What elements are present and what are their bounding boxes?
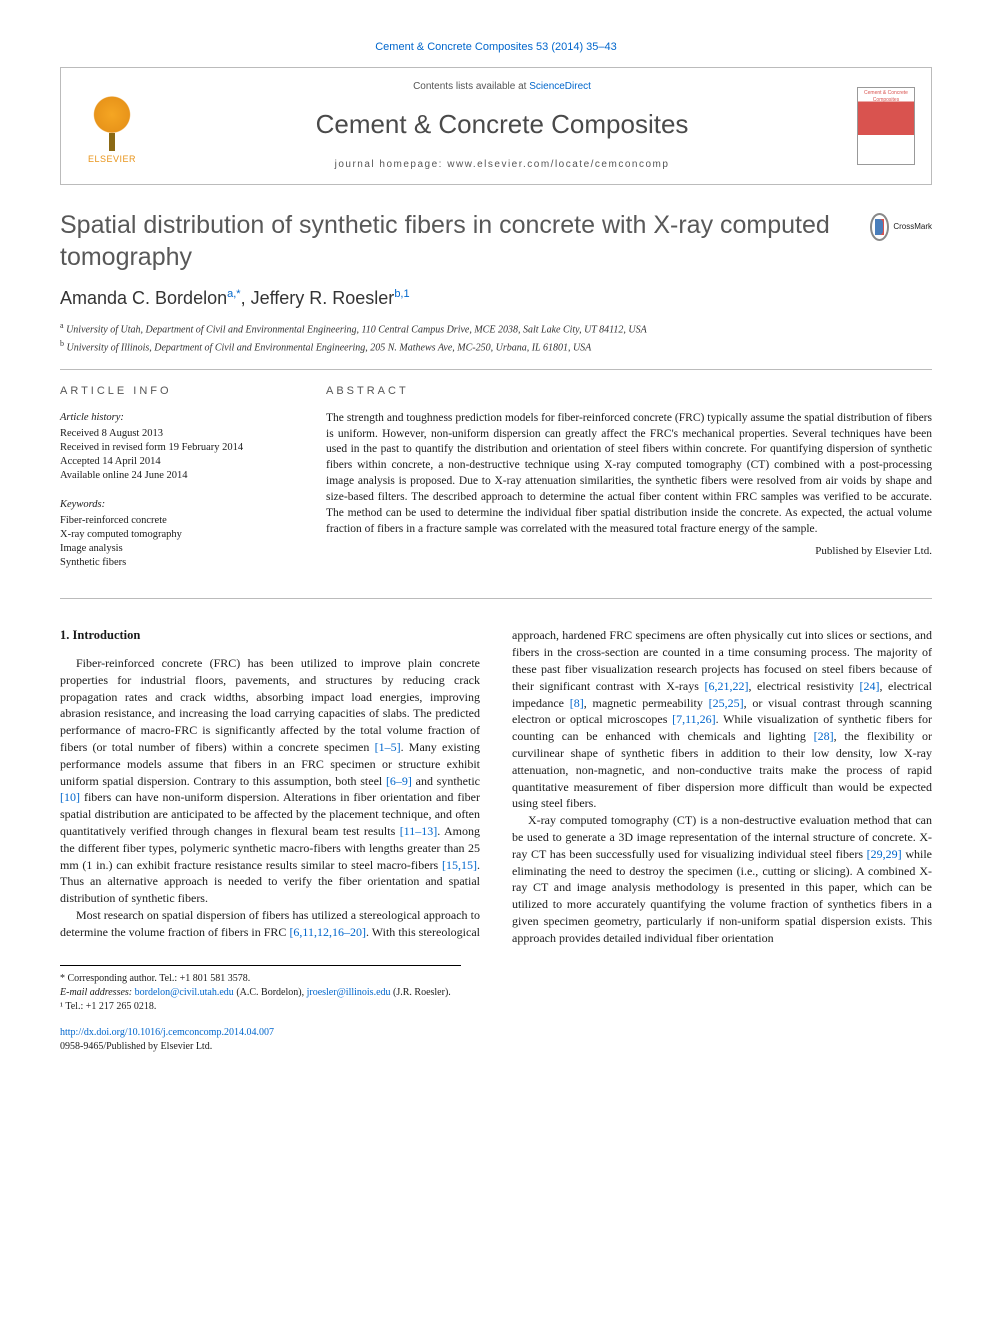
publisher-line: Published by Elsevier Ltd. bbox=[326, 544, 932, 559]
keyword: Synthetic fibers bbox=[60, 556, 290, 570]
email-who-1: (A.C. Bordelon), bbox=[234, 987, 307, 998]
crossmark-label: CrossMark bbox=[893, 222, 932, 233]
affiliation-b: b University of Illinois, Department of … bbox=[60, 338, 932, 355]
affiliations: a University of Utah, Department of Civi… bbox=[60, 320, 932, 355]
citation[interactable]: [10] bbox=[60, 790, 80, 804]
article-title: Spatial distribution of synthetic fibers… bbox=[60, 209, 854, 274]
affiliation-a-text: University of Utah, Department of Civil … bbox=[66, 325, 647, 336]
citation[interactable]: [8] bbox=[570, 696, 584, 710]
history-online: Available online 24 June 2014 bbox=[60, 469, 290, 483]
divider bbox=[60, 369, 932, 370]
t: , magnetic permeability bbox=[584, 696, 709, 710]
journal-header: ELSEVIER Contents lists available at Sci… bbox=[60, 67, 932, 185]
citation[interactable]: [1–5] bbox=[375, 740, 401, 754]
email-label: E-mail addresses: bbox=[60, 987, 135, 998]
journal-homepage: journal homepage: www.elsevier.com/locat… bbox=[163, 158, 841, 172]
elsevier-logo: ELSEVIER bbox=[77, 87, 147, 165]
intro-p3: X-ray computed tomography (CT) is a non-… bbox=[512, 812, 932, 946]
citation[interactable]: [11–13] bbox=[400, 824, 438, 838]
citation[interactable]: [15,15] bbox=[442, 858, 477, 872]
citation[interactable]: [6,21,22] bbox=[704, 679, 748, 693]
email-link-1[interactable]: bordelon@civil.utah.edu bbox=[135, 987, 234, 998]
author-1-sup: a,* bbox=[227, 288, 240, 300]
corresponding-author: * Corresponding author. Tel.: +1 801 581… bbox=[60, 972, 461, 986]
citation[interactable]: [29,29] bbox=[867, 847, 902, 861]
issn-line: 0958-9465/Published by Elsevier Ltd. bbox=[60, 1041, 212, 1052]
affiliation-b-text: University of Illinois, Department of Ci… bbox=[67, 342, 592, 353]
header-center: Contents lists available at ScienceDirec… bbox=[163, 80, 841, 172]
article-history: Article history: Received 8 August 2013 … bbox=[60, 411, 290, 484]
homepage-prefix: journal homepage: bbox=[335, 159, 448, 170]
keyword: Fiber-reinforced concrete bbox=[60, 514, 290, 528]
email-link-2[interactable]: jroesler@illinois.edu bbox=[307, 987, 391, 998]
t: and synthetic bbox=[412, 774, 480, 788]
author-2: , Jeffery R. Roesler bbox=[241, 288, 395, 308]
tel-footnote: ¹ Tel.: +1 217 265 0218. bbox=[60, 1000, 461, 1014]
author-1: Amanda C. Bordelon bbox=[60, 288, 227, 308]
history-revised: Received in revised form 19 February 201… bbox=[60, 441, 290, 455]
author-2-sup: b,1 bbox=[394, 288, 409, 300]
journal-cover-thumbnail: Cement & Concrete Composites bbox=[857, 87, 915, 165]
doi-block: http://dx.doi.org/10.1016/j.cemconcomp.2… bbox=[60, 1026, 932, 1054]
keywords-label: Keywords: bbox=[60, 498, 290, 512]
citation[interactable]: [25,25] bbox=[709, 696, 744, 710]
journal-name: Cement & Concrete Composites bbox=[163, 107, 841, 142]
section-1-head: 1. Introduction bbox=[60, 627, 480, 645]
title-row: Spatial distribution of synthetic fibers… bbox=[60, 209, 932, 274]
t: while eliminating the need to destroy th… bbox=[512, 847, 932, 945]
citation[interactable]: [24] bbox=[859, 679, 879, 693]
info-abstract-row: ARTICLE INFO Article history: Received 8… bbox=[60, 384, 932, 585]
citation[interactable]: [6–9] bbox=[386, 774, 412, 788]
contents-list-line: Contents lists available at ScienceDirec… bbox=[163, 80, 841, 94]
abstract-head: ABSTRACT bbox=[326, 384, 932, 399]
keyword: Image analysis bbox=[60, 542, 290, 556]
crossmark-badge[interactable]: CrossMark bbox=[870, 209, 932, 245]
article-body: 1. Introduction Fiber-reinforced concret… bbox=[60, 627, 932, 946]
keywords-block: Keywords: Fiber-reinforced concrete X-ra… bbox=[60, 498, 290, 571]
elsevier-wordmark: ELSEVIER bbox=[88, 153, 136, 165]
homepage-url: www.elsevier.com/locate/cemconcomp bbox=[447, 159, 669, 170]
intro-p1: Fiber-reinforced concrete (FRC) has been… bbox=[60, 655, 480, 907]
authors: Amanda C. Bordelona,*, Jeffery R. Roesle… bbox=[60, 286, 932, 310]
divider bbox=[60, 598, 932, 599]
email-who-2: (J.R. Roesler). bbox=[391, 987, 451, 998]
citation[interactable]: [6,11,12,16–20] bbox=[289, 925, 366, 939]
footnotes: * Corresponding author. Tel.: +1 801 581… bbox=[60, 965, 461, 1014]
citation[interactable]: [28] bbox=[814, 729, 834, 743]
doi-link[interactable]: http://dx.doi.org/10.1016/j.cemconcomp.2… bbox=[60, 1027, 274, 1038]
crossmark-icon bbox=[870, 213, 889, 241]
history-label: Article history: bbox=[60, 411, 290, 425]
abstract-text: The strength and toughness prediction mo… bbox=[326, 411, 932, 538]
email-addresses: E-mail addresses: bordelon@civil.utah.ed… bbox=[60, 986, 461, 1000]
t: , electrical resistivity bbox=[748, 679, 859, 693]
journal-reference: Cement & Concrete Composites 53 (2014) 3… bbox=[60, 40, 932, 55]
sciencedirect-link[interactable]: ScienceDirect bbox=[529, 81, 591, 92]
abstract: ABSTRACT The strength and toughness pred… bbox=[326, 384, 932, 585]
history-accepted: Accepted 14 April 2014 bbox=[60, 455, 290, 469]
citation[interactable]: [7,11,26] bbox=[672, 712, 716, 726]
affiliation-a: a University of Utah, Department of Civi… bbox=[60, 320, 932, 337]
history-received: Received 8 August 2013 bbox=[60, 427, 290, 441]
keyword: X-ray computed tomography bbox=[60, 528, 290, 542]
contents-prefix: Contents lists available at bbox=[413, 81, 529, 92]
elsevier-tree-icon bbox=[87, 95, 137, 151]
article-info-head: ARTICLE INFO bbox=[60, 384, 290, 399]
article-info: ARTICLE INFO Article history: Received 8… bbox=[60, 384, 290, 585]
